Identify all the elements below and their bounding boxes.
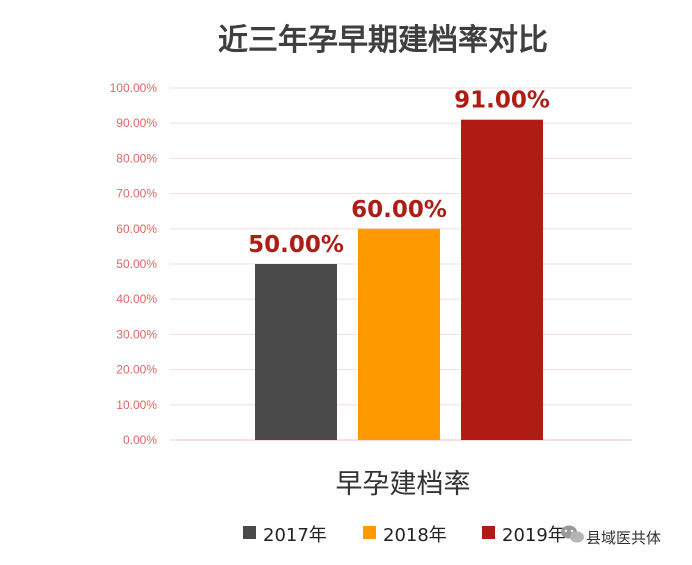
legend-swatch [363, 526, 376, 539]
legend-swatch [243, 526, 256, 539]
y-axis-ticks: 0.00% 10.00% 20.00% 30.00% 40.00% 50.00% 60.00… [110, 81, 158, 447]
y-tick-label: 30.00% [116, 327, 157, 341]
bar-2018年 [358, 228, 440, 440]
bar-2019年 [461, 119, 543, 441]
data-label: 91.00% [454, 88, 550, 114]
data-label: 60.00% [351, 197, 447, 223]
x-axis-label: 早孕建档率 [336, 469, 471, 500]
legend: 2017年 2018年 2019年 [243, 525, 566, 546]
legend-entry: 2019年 [502, 525, 566, 546]
y-tick-label: 100.00% [110, 81, 158, 95]
y-tick-label: 10.00% [116, 398, 157, 412]
data-labels: 50.00% 60.00% 91.00% [248, 88, 550, 258]
y-tick-label: 70.00% [116, 187, 157, 201]
chart-title: 近三年孕早期建档率对比 [218, 23, 548, 58]
legend-entry: 2018年 [383, 525, 447, 546]
watermark: 县域医共体 [561, 525, 661, 547]
bars [255, 119, 543, 441]
y-tick-label: 60.00% [116, 222, 157, 236]
bar-2017年 [255, 264, 337, 440]
y-tick-label: 90.00% [116, 116, 157, 130]
wechat-icon [561, 525, 584, 543]
legend-swatch [482, 526, 495, 539]
y-tick-label: 50.00% [116, 257, 157, 271]
y-tick-label: 40.00% [116, 292, 157, 306]
legend-entry: 2017年 [263, 525, 327, 546]
data-label: 50.00% [248, 232, 344, 258]
y-tick-label: 0.00% [123, 433, 157, 447]
watermark-text: 县域医共体 [586, 529, 661, 547]
y-tick-label: 20.00% [116, 363, 157, 377]
y-tick-label: 80.00% [116, 151, 157, 165]
